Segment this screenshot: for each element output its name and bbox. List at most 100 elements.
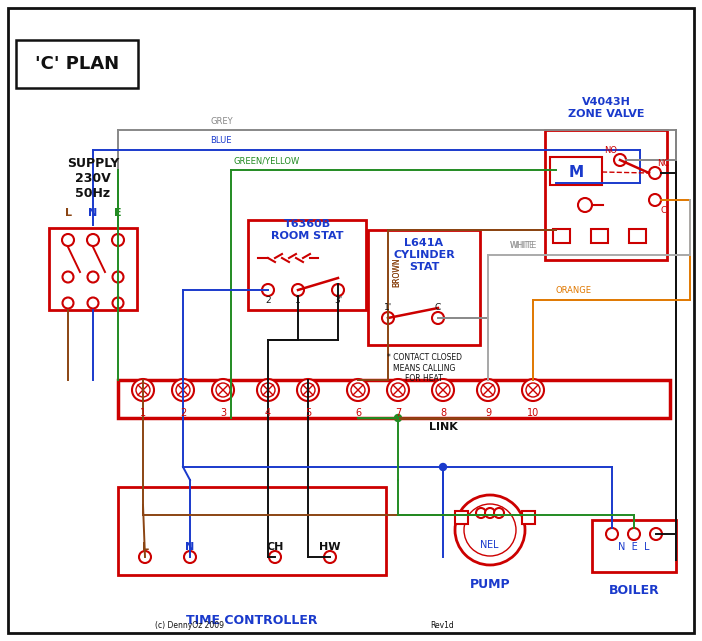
Text: 1: 1 bbox=[295, 296, 301, 304]
Text: NC: NC bbox=[657, 158, 669, 167]
Text: PUMP: PUMP bbox=[470, 578, 510, 592]
Bar bbox=[16, 40, 138, 88]
Circle shape bbox=[578, 198, 592, 212]
Text: Rev1d: Rev1d bbox=[430, 621, 453, 630]
Bar bbox=[49, 228, 137, 310]
Circle shape bbox=[649, 194, 661, 206]
Text: CH: CH bbox=[266, 542, 284, 552]
Text: (c) DennyOz 2009: (c) DennyOz 2009 bbox=[155, 621, 224, 630]
Text: WHITE: WHITE bbox=[510, 241, 535, 250]
Text: ORANGE: ORANGE bbox=[555, 286, 591, 295]
Circle shape bbox=[176, 383, 190, 397]
Circle shape bbox=[650, 528, 662, 540]
Bar bbox=[248, 220, 366, 310]
Circle shape bbox=[455, 495, 525, 565]
Circle shape bbox=[606, 528, 618, 540]
Text: L: L bbox=[494, 540, 498, 550]
Circle shape bbox=[292, 284, 304, 296]
Text: L641A
CYLINDER
STAT: L641A CYLINDER STAT bbox=[393, 238, 455, 272]
Text: * CONTACT CLOSED
MEANS CALLING
FOR HEAT: * CONTACT CLOSED MEANS CALLING FOR HEAT bbox=[387, 353, 461, 383]
Circle shape bbox=[132, 379, 154, 401]
Circle shape bbox=[628, 528, 640, 540]
Circle shape bbox=[88, 272, 98, 283]
Circle shape bbox=[62, 272, 74, 283]
Text: 3': 3' bbox=[334, 296, 342, 304]
Circle shape bbox=[494, 508, 504, 518]
Text: 6: 6 bbox=[355, 408, 361, 418]
Circle shape bbox=[522, 379, 544, 401]
Bar bbox=[522, 511, 535, 524]
Circle shape bbox=[172, 379, 194, 401]
Bar bbox=[545, 130, 667, 260]
Text: N: N bbox=[480, 540, 488, 550]
Circle shape bbox=[614, 154, 626, 166]
Circle shape bbox=[347, 379, 369, 401]
Circle shape bbox=[112, 272, 124, 283]
Circle shape bbox=[432, 312, 444, 324]
Text: GREEN/YELLOW: GREEN/YELLOW bbox=[233, 156, 299, 165]
Circle shape bbox=[257, 379, 279, 401]
Text: LINK: LINK bbox=[429, 422, 458, 432]
Circle shape bbox=[87, 234, 99, 246]
Text: M: M bbox=[569, 165, 583, 179]
Circle shape bbox=[216, 383, 230, 397]
Text: SUPPLY
230V
50Hz: SUPPLY 230V 50Hz bbox=[67, 156, 119, 199]
Text: 'C' PLAN: 'C' PLAN bbox=[35, 55, 119, 73]
Circle shape bbox=[481, 383, 495, 397]
Circle shape bbox=[136, 383, 150, 397]
Text: C: C bbox=[660, 206, 666, 215]
Bar bbox=[592, 520, 676, 572]
Circle shape bbox=[112, 234, 124, 246]
Circle shape bbox=[212, 379, 234, 401]
Circle shape bbox=[382, 312, 394, 324]
Circle shape bbox=[439, 463, 446, 470]
Text: BROWN: BROWN bbox=[392, 258, 401, 287]
Text: 5: 5 bbox=[305, 408, 311, 418]
Circle shape bbox=[269, 551, 281, 563]
Text: N: N bbox=[185, 542, 194, 552]
Bar bbox=[629, 229, 646, 243]
Text: BOILER: BOILER bbox=[609, 583, 659, 597]
Circle shape bbox=[432, 379, 454, 401]
Circle shape bbox=[88, 297, 98, 308]
Text: 10: 10 bbox=[527, 408, 539, 418]
Circle shape bbox=[649, 167, 661, 179]
Text: NO: NO bbox=[604, 146, 618, 154]
Circle shape bbox=[391, 383, 405, 397]
Bar bbox=[368, 230, 480, 345]
Circle shape bbox=[395, 415, 402, 422]
Circle shape bbox=[301, 383, 315, 397]
Circle shape bbox=[297, 379, 319, 401]
Text: E: E bbox=[114, 208, 122, 218]
Bar bbox=[118, 487, 386, 575]
Text: T6360B
ROOM STAT: T6360B ROOM STAT bbox=[271, 219, 343, 241]
Bar bbox=[550, 157, 602, 185]
Circle shape bbox=[436, 383, 450, 397]
Circle shape bbox=[62, 297, 74, 308]
Circle shape bbox=[261, 383, 275, 397]
Circle shape bbox=[332, 284, 344, 296]
Text: 9: 9 bbox=[485, 408, 491, 418]
Text: 7: 7 bbox=[395, 408, 401, 418]
Circle shape bbox=[485, 508, 495, 518]
Text: 1': 1' bbox=[384, 303, 392, 312]
Circle shape bbox=[464, 504, 516, 556]
Circle shape bbox=[262, 284, 274, 296]
Circle shape bbox=[112, 297, 124, 308]
Circle shape bbox=[351, 383, 365, 397]
Text: V4043H
ZONE VALVE: V4043H ZONE VALVE bbox=[568, 97, 644, 119]
Text: 8: 8 bbox=[440, 408, 446, 418]
Circle shape bbox=[477, 379, 499, 401]
Bar bbox=[591, 229, 608, 243]
Circle shape bbox=[139, 551, 151, 563]
Circle shape bbox=[184, 551, 196, 563]
Text: BLUE: BLUE bbox=[210, 136, 232, 145]
Bar bbox=[455, 511, 468, 524]
Text: GREY: GREY bbox=[210, 117, 232, 126]
Text: N: N bbox=[88, 208, 98, 218]
Text: HW: HW bbox=[319, 542, 340, 552]
Text: WHITE: WHITE bbox=[510, 241, 537, 250]
Text: C: C bbox=[435, 303, 441, 312]
Circle shape bbox=[324, 551, 336, 563]
Text: L: L bbox=[142, 542, 149, 552]
